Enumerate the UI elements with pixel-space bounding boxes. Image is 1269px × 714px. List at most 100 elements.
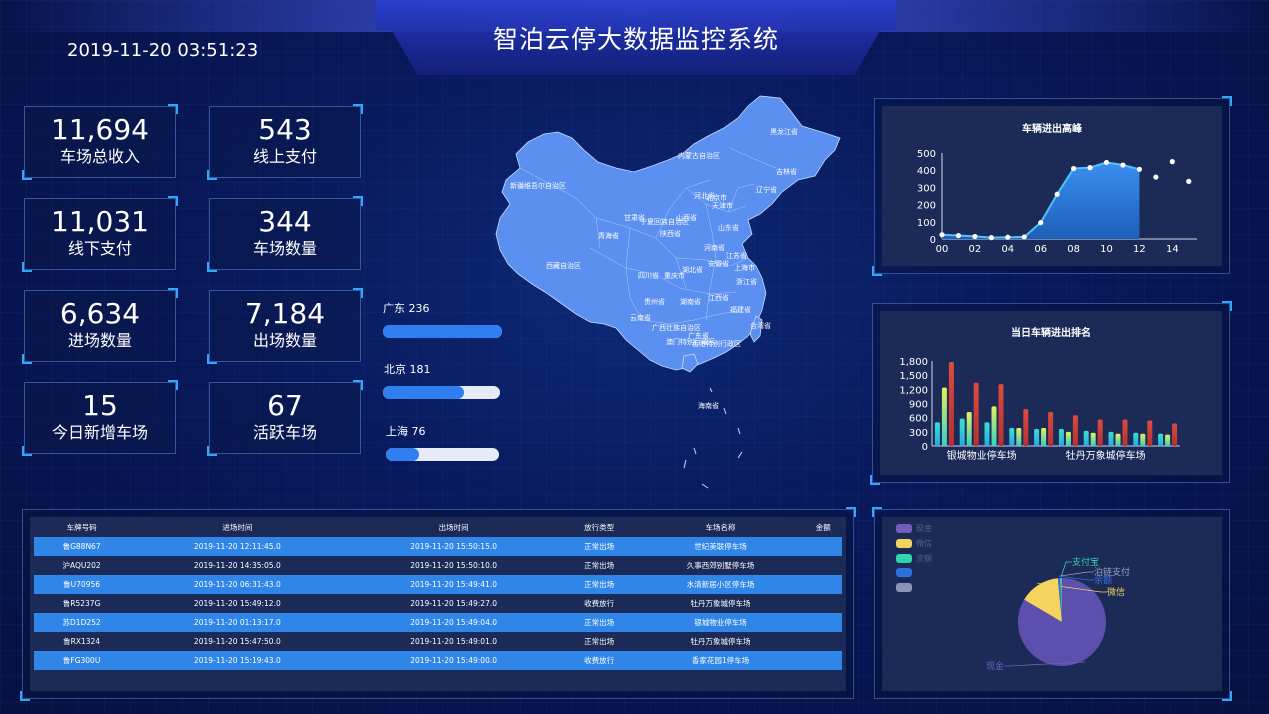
ranking-bar[interactable] xyxy=(966,412,972,446)
pie-label-line xyxy=(1060,571,1094,577)
map-province-label: 上海市 xyxy=(734,263,755,272)
ranking-bar[interactable] xyxy=(1034,429,1040,446)
ranking-bar[interactable] xyxy=(973,382,979,446)
ranking-bar[interactable] xyxy=(1048,412,1054,446)
ranking-bar[interactable] xyxy=(1133,432,1139,446)
peak-data-point[interactable] xyxy=(939,232,945,238)
ranking-bar[interactable] xyxy=(1041,428,1047,446)
ranking-bar[interactable] xyxy=(1115,433,1121,446)
peak-data-point[interactable] xyxy=(988,235,994,241)
ranking-bar[interactable] xyxy=(959,418,965,446)
table-cell: 正常出场 xyxy=(561,632,637,651)
map-province-label: 安徽省 xyxy=(708,259,729,268)
ranking-bar[interactable] xyxy=(991,406,997,446)
province-bar-label: 广东 236 xyxy=(383,302,430,315)
page-title: 智泊云停大数据监控系统 xyxy=(492,25,779,54)
ranking-bar[interactable] xyxy=(1147,420,1153,447)
ranking-bar[interactable] xyxy=(1172,423,1178,446)
ranking-bar[interactable] xyxy=(1122,419,1128,446)
ranking-bar[interactable] xyxy=(1065,431,1071,446)
ranking-bar[interactable] xyxy=(1072,415,1078,446)
ranking-bar[interactable] xyxy=(934,422,940,446)
table-row[interactable]: 鲁G88N67 2019-11-20 12:11:45.0 2019-11-20 1… xyxy=(34,537,842,556)
ranking-bar[interactable] xyxy=(1058,429,1064,446)
column-header[interactable]: 车场名称 xyxy=(705,522,736,532)
pie-slice[interactable] xyxy=(1024,578,1062,622)
column-header[interactable]: 进场时间 xyxy=(222,522,253,532)
pie-slice[interactable] xyxy=(1060,578,1062,622)
table-cell: 收费放行 xyxy=(561,594,637,613)
column-header[interactable]: 出场时间 xyxy=(438,522,469,532)
table-row[interactable]: 鲁U70956 2019-11-20 06:31:43.0 2019-11-20 1… xyxy=(34,575,842,594)
peak-data-point[interactable] xyxy=(1005,234,1011,240)
ranking-bar[interactable] xyxy=(998,384,1004,446)
peak-data-point[interactable] xyxy=(1120,162,1126,168)
table-row[interactable]: 沪AQU202 2019-11-20 14:35:05.0 2019-11-20 1… xyxy=(34,556,842,575)
peak-data-point[interactable] xyxy=(955,232,962,239)
pie-label-line xyxy=(1004,661,1085,667)
map-hainan-shape[interactable] xyxy=(681,353,699,373)
map-province-label: 广西壮族自治区 xyxy=(652,323,701,332)
table-row[interactable]: 鲁FG300U 2019-11-20 15:19:43.0 2019-11-20 1… xyxy=(34,651,842,670)
ranking-bar[interactable] xyxy=(1009,428,1015,446)
y-tick-label: 0 xyxy=(930,235,936,246)
peak-data-point[interactable] xyxy=(1071,165,1077,172)
map-province-label: 陕西省 xyxy=(660,229,681,238)
ranking-bar[interactable] xyxy=(1108,431,1114,446)
peak-data-point[interactable] xyxy=(972,233,978,240)
peak-data-point[interactable] xyxy=(1153,174,1159,180)
table-cell: 水清新居小区停车场 xyxy=(636,575,805,594)
table-row[interactable]: 苏D1D252 2019-11-20 01:13:17.0 2019-11-20 1… xyxy=(34,613,842,632)
ranking-bar[interactable] xyxy=(1016,428,1022,446)
legend-item[interactable] xyxy=(896,583,916,593)
column-header[interactable]: 车牌号码 xyxy=(66,522,97,532)
map-mainland-shape[interactable] xyxy=(495,95,841,371)
table-row[interactable]: 鲁RX1324 2019-11-20 15:47:50.0 2019-11-20 1… xyxy=(34,632,842,651)
legend-item[interactable]: 微信 xyxy=(896,538,932,548)
ranking-bar[interactable] xyxy=(1097,419,1103,446)
province-border xyxy=(705,203,717,321)
ranking-bar[interactable] xyxy=(1165,434,1171,446)
map-taiwan-shape[interactable] xyxy=(749,315,763,343)
y-tick-label: 400 xyxy=(917,166,936,177)
peak-data-point[interactable] xyxy=(1103,159,1110,166)
peak-data-point[interactable] xyxy=(1087,165,1093,171)
ranking-bar[interactable] xyxy=(984,422,990,446)
map-province-label: 河北省 xyxy=(694,191,715,200)
stat-card-new-lots-today: 15 今日新增车场 xyxy=(22,380,178,456)
legend-label: 现金 xyxy=(916,524,932,533)
table-cell xyxy=(804,651,842,670)
ranking-bar[interactable] xyxy=(1023,409,1029,446)
pie-slice[interactable] xyxy=(1059,578,1062,622)
column-header[interactable]: 金额 xyxy=(815,522,831,532)
peak-data-point[interactable] xyxy=(1038,220,1044,226)
ranking-bar[interactable] xyxy=(1083,430,1089,446)
table-row[interactable]: 鲁R5237G 2019-11-20 15:49:12.0 2019-11-20 1… xyxy=(34,594,842,613)
table-cell: 2019-11-20 06:31:43.0 xyxy=(129,575,346,594)
ranking-bar[interactable] xyxy=(1140,433,1146,446)
column-header[interactable]: 放行类型 xyxy=(584,522,615,532)
peak-chart[interactable]: 0 100 200 300 400 500 00 02 04 06 08 10 12 14 xyxy=(882,106,1222,266)
peak-data-point[interactable] xyxy=(1021,234,1027,240)
map-province-label: 江西省 xyxy=(708,293,729,302)
table-cell: 2019-11-20 14:35:05.0 xyxy=(129,556,346,575)
y-tick-label: 0 xyxy=(922,442,928,453)
ranking-bar[interactable] xyxy=(1158,433,1164,446)
table-cell: 牡丹万象城停车场 xyxy=(636,632,805,651)
ranking-bar[interactable] xyxy=(948,361,954,446)
pie-slice[interactable] xyxy=(1057,578,1062,622)
legend-item[interactable] xyxy=(896,568,916,578)
peak-data-point[interactable] xyxy=(1186,178,1192,184)
legend-item[interactable]: 现金 xyxy=(896,523,932,533)
ranking-bar[interactable] xyxy=(941,387,947,446)
peak-data-point[interactable] xyxy=(1169,159,1175,165)
ranking-chart[interactable]: 0 300 600 900 1,200 1,500 1,800 银城物业停车场 牡丹万象城停车场 xyxy=(880,311,1222,475)
legend-label: 余额 xyxy=(916,554,932,563)
ranking-bar[interactable] xyxy=(1090,432,1096,446)
peak-data-point[interactable] xyxy=(1054,191,1060,197)
peak-data-point[interactable] xyxy=(1136,166,1143,172)
legend-item[interactable]: 余额 xyxy=(896,553,932,563)
map-province-label: 天津市 xyxy=(712,201,733,210)
